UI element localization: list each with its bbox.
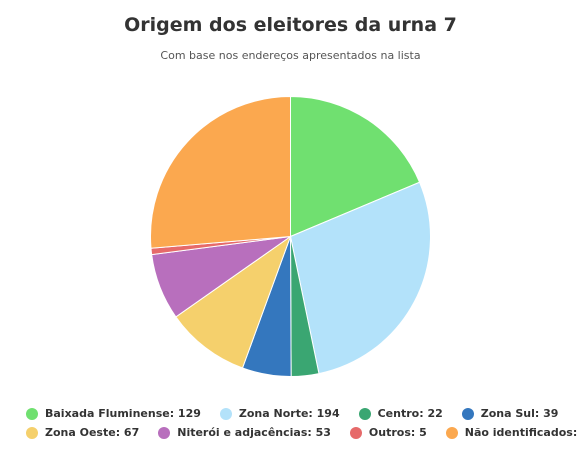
pie-slice-n-o-identificados[interactable] [150,95,291,249]
legend-marker-icon [445,426,458,439]
legend-marker-icon [219,407,232,420]
legend-item[interactable]: Zona Norte: 194 [219,407,340,420]
legend-row: Zona Oeste: 67 Niterói e adjacências: 53 O… [26,423,581,442]
pie-slice-baixada-fluminense[interactable] [290,95,421,238]
chart-subtitle: Com base nos endereços apresentados na l… [160,49,421,62]
legend-item[interactable]: Zona Oeste: 67 [26,426,139,439]
legend-marker-icon [26,426,38,439]
legend-label: Baixada Fluminense: 129 [45,407,201,420]
legend-item[interactable]: Zona Sul: 39 [461,407,559,420]
pie-slice-zona-norte[interactable] [289,181,431,375]
legend-label: Outros: 5 [368,426,427,439]
legend-marker-icon [461,407,474,420]
legend-label: Zona Oeste: 67 [45,426,140,439]
legend-label: Zona Sul: 39 [480,407,559,420]
legend-marker-icon [349,426,362,439]
chart-title: Origem dos eleitores da urna 7 [124,14,457,36]
chart-legend: Baixada Fluminense: 129 Zona Norte: 194 Ce… [26,404,581,442]
legend-label: Zona Norte: 194 [238,407,340,420]
legend-marker-icon [158,426,171,439]
legend-label: Centro: 22 [377,407,443,420]
legend-item[interactable]: Não identificados: 182 [445,426,581,439]
legend-marker-icon [26,407,38,420]
pie-slice-zona-oeste[interactable] [175,235,292,369]
legend-item[interactable]: Niterói e adjacências: 53 [158,426,331,439]
legend-marker-icon [358,407,371,420]
legend-item[interactable]: Baixada Fluminense: 129 [26,407,201,420]
legend-label: Niterói e adjacências: 53 [177,426,331,439]
pie-chart [150,95,431,378]
legend-label: Não identificados: 182 [464,426,581,439]
legend-item[interactable]: Outros: 5 [349,426,427,439]
legend-item[interactable]: Centro: 22 [358,407,443,420]
legend-row: Baixada Fluminense: 129 Zona Norte: 194 Ce… [26,404,571,423]
